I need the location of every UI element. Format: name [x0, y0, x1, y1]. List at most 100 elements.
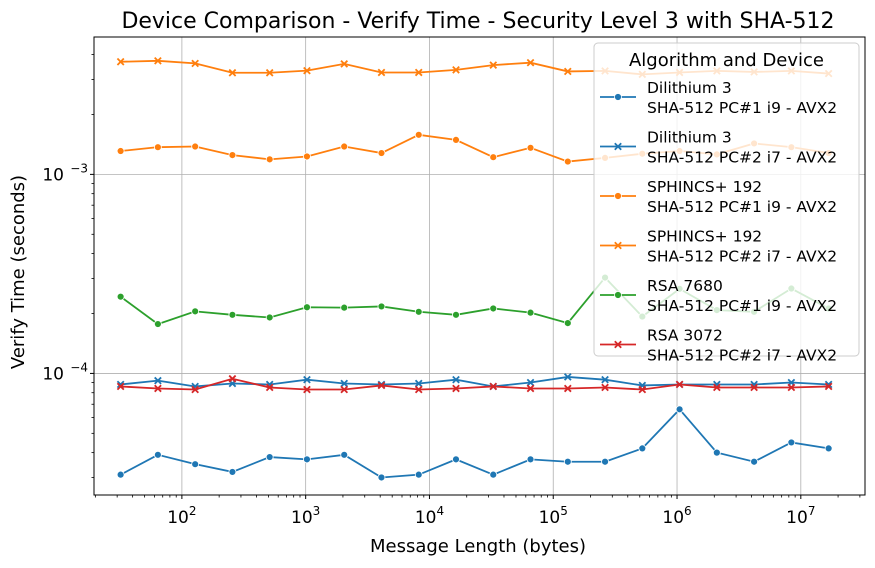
data-point [712, 448, 721, 457]
data-point [191, 142, 200, 151]
legend-label: SPHINCS+ 192 [647, 228, 762, 246]
data-point [414, 68, 423, 77]
data-point [228, 468, 237, 476]
data-point [452, 455, 460, 464]
data-point [750, 457, 759, 466]
data-point [116, 147, 125, 155]
series-line [120, 407, 829, 479]
data-point [154, 384, 162, 393]
legend-label: SHA-512 PC#1 i9 - AVX2 [647, 297, 837, 315]
data-point [340, 303, 349, 312]
series-5 [116, 374, 833, 394]
legend-swatch-marker [614, 241, 622, 250]
data-point [601, 383, 609, 392]
data-point [377, 381, 386, 390]
series-line [120, 377, 829, 391]
data-point [153, 320, 162, 328]
data-point [563, 67, 572, 76]
legend-swatch-marker [614, 93, 622, 101]
legend: Algorithm and Device Dilithium 3 SHA-512 P… [593, 42, 860, 365]
data-point [452, 136, 460, 144]
data-point [377, 473, 386, 482]
data-point [563, 319, 572, 327]
x-tick-label: 105 [539, 504, 568, 528]
data-point [340, 450, 349, 459]
legend-label: SHA-512 PC#1 i9 - AVX2 [647, 198, 837, 216]
legend-label: RSA 3072 [647, 327, 723, 345]
legend-label: RSA 7680 [647, 277, 723, 295]
legend-box [593, 42, 860, 357]
data-point [265, 453, 274, 461]
data-point [191, 460, 200, 469]
legend-item: SPHINCS+ 192 SHA-512 PC#2 i7 - AVX2 [600, 228, 837, 266]
data-point [489, 61, 498, 69]
data-point [191, 307, 200, 316]
legend-item: RSA 3072 SHA-512 PC#2 i7 - AVX2 [600, 327, 837, 365]
plot-frame [93, 36, 866, 496]
data-point [526, 143, 535, 152]
data-point [340, 60, 349, 68]
data-point [526, 308, 535, 317]
x-tick-label: 103 [291, 504, 320, 528]
legend-label: SHA-512 PC#2 i7 - AVX2 [647, 248, 837, 266]
data-point [414, 130, 423, 139]
legend-swatch-marker [614, 192, 622, 200]
series-line [120, 376, 829, 388]
data-point [153, 143, 162, 152]
x-tick-label: 102 [167, 504, 196, 528]
data-point [563, 373, 572, 381]
data-point [563, 384, 572, 393]
legend-swatch-marker [614, 340, 622, 349]
data-point [526, 378, 535, 387]
chart-title: Device Comparison - Verify Time - Securi… [121, 9, 834, 34]
legend-label: SHA-512 PC#1 i9 - AVX2 [647, 99, 837, 117]
x-axis-label: Message Length (bytes) [370, 536, 586, 557]
data-point [638, 444, 647, 453]
series-0 [116, 405, 833, 482]
legend-label: SHA-512 PC#2 i7 - AVX2 [647, 347, 837, 365]
data-point [116, 292, 125, 301]
legend-title: Algorithm and Device [629, 50, 824, 71]
data-point [303, 152, 311, 161]
data-point [265, 313, 274, 322]
data-point [191, 59, 199, 68]
data-point [489, 382, 498, 391]
data-point [303, 455, 311, 464]
data-point [414, 385, 423, 394]
data-point [340, 379, 349, 388]
data-point [116, 470, 125, 479]
y-tick-label: 10 [42, 364, 64, 384]
data-point [750, 383, 758, 392]
data-point [265, 383, 274, 392]
data-point [489, 304, 498, 313]
data-point [154, 376, 162, 385]
data-point [787, 438, 796, 447]
data-point [228, 68, 237, 77]
data-point [228, 374, 237, 383]
legend-item: SPHINCS+ 192 SHA-512 PC#1 i9 - AVX2 [600, 178, 837, 216]
legend-item: RSA 7680 SHA-512 PC#1 i9 - AVX2 [600, 277, 837, 315]
data-point [824, 444, 833, 453]
data-point [116, 57, 125, 66]
data-point [563, 457, 572, 466]
data-point [452, 310, 460, 319]
data-point [191, 385, 199, 394]
data-point [340, 385, 349, 394]
data-point [228, 310, 237, 319]
legend-item: Dilithium 3 SHA-512 PC#2 i7 - AVX2 [600, 129, 837, 167]
y-tick-exponent: −3 [70, 161, 88, 175]
data-point [414, 470, 423, 479]
data-point [228, 151, 237, 159]
data-point [675, 405, 684, 414]
legend-swatch-marker [614, 142, 622, 151]
data-point [601, 457, 609, 466]
data-point [303, 375, 311, 384]
data-point [303, 66, 311, 75]
data-point [377, 68, 386, 77]
data-point [414, 307, 423, 316]
data-point [303, 385, 311, 394]
x-tick-label: 106 [662, 504, 691, 528]
data-point [116, 382, 125, 391]
data-point [787, 383, 796, 392]
